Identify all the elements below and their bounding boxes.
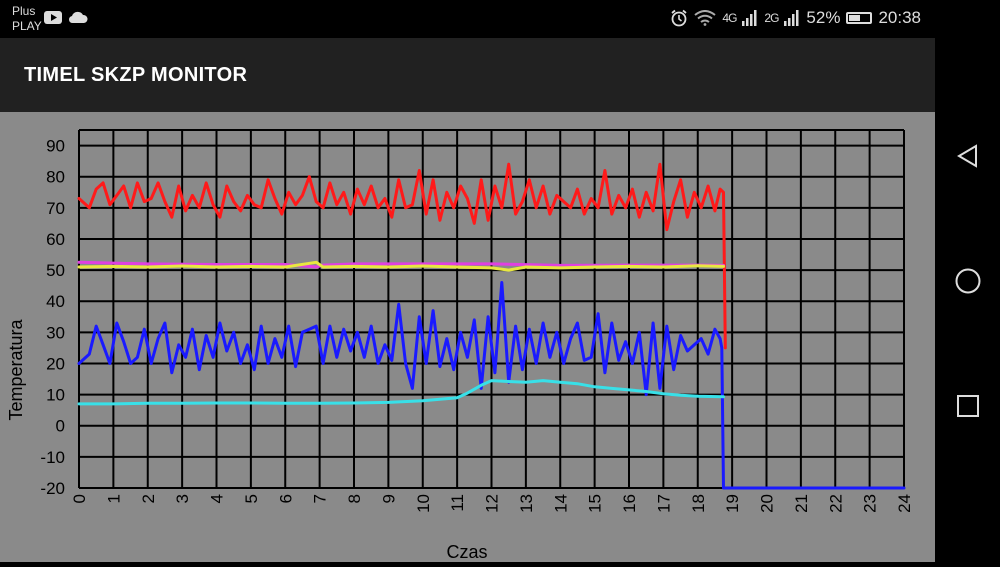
x-tick-label: 7: [311, 494, 330, 503]
x-tick-label: 15: [586, 494, 605, 513]
x-tick-label: 1: [104, 494, 123, 503]
app-title: TIMEL SKZP MONITOR: [24, 64, 248, 86]
x-tick-label: 23: [861, 494, 880, 513]
recents-icon: [957, 395, 979, 417]
y-tick-label: 80: [46, 168, 65, 187]
y-tick-label: 0: [56, 417, 65, 436]
wifi-icon: [694, 10, 717, 26]
youtube-icon: [44, 11, 62, 24]
series-line-1: [77, 162, 727, 350]
alarm-icon: [671, 9, 687, 27]
y-tick-label: 70: [46, 199, 65, 218]
temperature-chart: 0 1 2 3 4 5 6 7 8 9 10 11 12 13 14 15 16 17 18 19 20 21 22 23 24…: [6, 129, 914, 562]
battery-icon: [846, 12, 873, 24]
x-tick-label: 24: [895, 494, 914, 513]
x-tick-label: 16: [620, 494, 639, 513]
x-tick-label: 22: [826, 494, 845, 513]
x-tick-label: 19: [723, 494, 742, 513]
x-tick-label: 5: [242, 494, 261, 503]
series-line-4: [77, 281, 906, 490]
chart-area: 0 1 2 3 4 5 6 7 8 9 10 11 12 13 14 15 16 17 18 19 20 21 22 23 24…: [0, 112, 935, 562]
series-line-3: [77, 260, 725, 272]
x-tick-label: 3: [173, 494, 192, 503]
network-type-1: 4G: [722, 11, 737, 25]
y-tick-label: -20: [40, 479, 65, 498]
x-tick-label: 2: [139, 494, 158, 503]
x-tick-label: 17: [654, 494, 673, 513]
back-button[interactable]: [952, 140, 984, 172]
network-type-2: 2G: [764, 11, 779, 25]
x-axis-label: Czas: [446, 542, 487, 562]
x-tick-label: 11: [448, 494, 467, 512]
x-tick-label: 14: [551, 494, 570, 513]
home-button[interactable]: [952, 265, 984, 297]
x-tick-label: 9: [379, 494, 398, 503]
x-tick-label: 0: [70, 494, 89, 503]
app-bar: TIMEL SKZP MONITOR: [0, 38, 935, 112]
status-bar: Plus PLAY 4G 2G 52% 20:38: [0, 0, 935, 38]
y-tick-label: 50: [46, 261, 65, 280]
y-tick-label: 60: [46, 230, 65, 249]
x-tick-label: 6: [276, 494, 295, 503]
carrier-label: Plus PLAY: [12, 4, 42, 34]
home-icon: [955, 268, 981, 294]
x-tick-label: 13: [517, 494, 536, 513]
signal-icon: [742, 10, 757, 26]
y-axis-label: Temperatura: [6, 318, 26, 420]
x-tick-label: 4: [208, 494, 227, 503]
x-tick-label: 10: [414, 494, 433, 513]
clock: 20:38: [878, 8, 921, 27]
back-icon: [957, 144, 977, 168]
status-right: 4G 2G 52% 20:38: [670, 8, 921, 28]
carrier-line-1: Plus: [12, 4, 36, 18]
series-line-5: [77, 379, 725, 406]
cloud-icon: [68, 11, 88, 24]
navigation-bar: [935, 0, 1000, 562]
chart-series: [77, 162, 906, 490]
y-tick-label: 20: [46, 354, 65, 373]
x-tick-label: 12: [483, 494, 502, 513]
recents-button[interactable]: [952, 390, 984, 422]
y-tick-label: -10: [40, 448, 65, 467]
chart-grid: [78, 129, 905, 489]
x-tick-label: 20: [758, 494, 777, 513]
carrier-line-2: PLAY: [12, 19, 42, 33]
y-tick-label: 90: [46, 137, 65, 156]
x-tick-label: 8: [345, 494, 364, 503]
chart-ticks: 0 1 2 3 4 5 6 7 8 9 10 11 12 13 14 15 16 17 18 19 20 21 22 23 24…: [40, 137, 914, 513]
y-tick-label: 10: [46, 386, 65, 405]
y-tick-label: 40: [46, 292, 65, 311]
x-tick-label: 18: [689, 494, 708, 513]
notification-icons: [44, 11, 88, 24]
x-tick-label: 21: [792, 494, 811, 513]
battery-percent: 52%: [806, 8, 841, 27]
signal-icon: [784, 10, 799, 26]
y-tick-label: 30: [46, 323, 65, 342]
